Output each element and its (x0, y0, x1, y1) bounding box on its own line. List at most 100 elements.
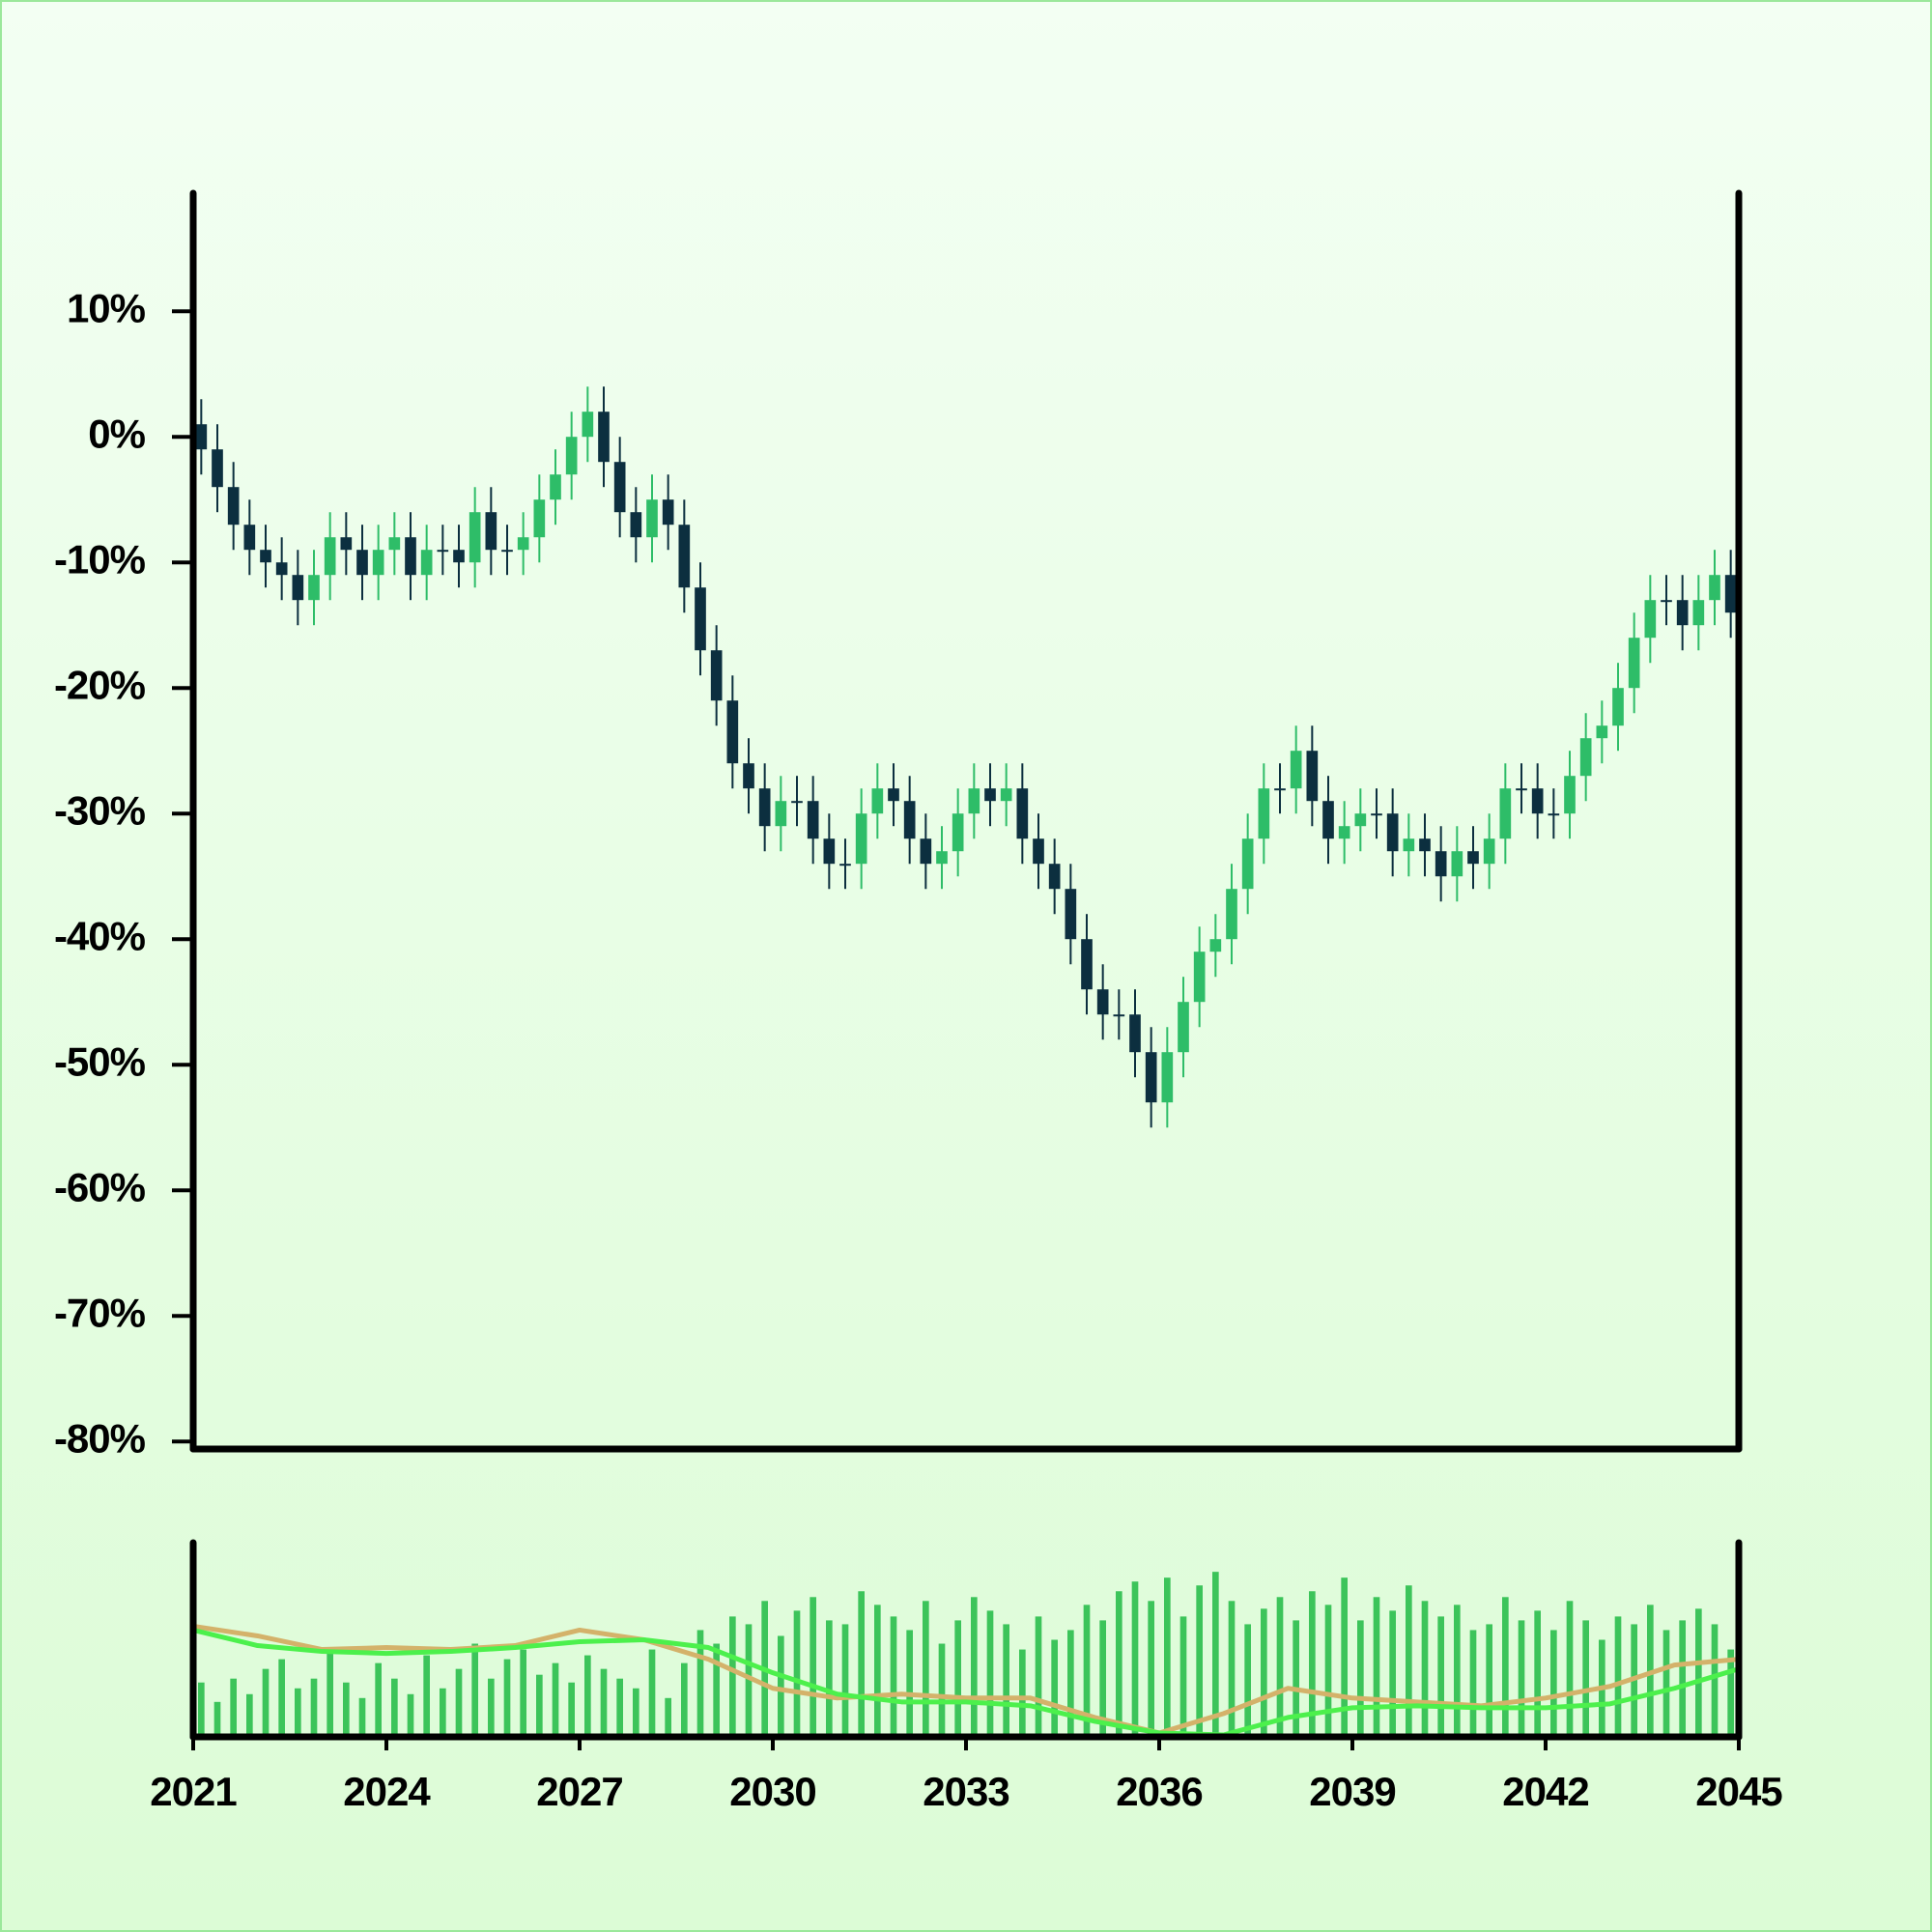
volume-bar (1276, 1597, 1284, 1737)
candle-body (1644, 600, 1657, 639)
candle-body (1661, 600, 1672, 603)
volume-bar (1679, 1620, 1686, 1737)
candle-body (855, 813, 867, 865)
volume-bar (198, 1682, 205, 1737)
x-tick-label: 2036 (1116, 1769, 1202, 1814)
x-tick-label: 2027 (536, 1769, 622, 1814)
volume-bar (1357, 1620, 1364, 1737)
y-tick-label: -20% (54, 662, 146, 707)
volume-bar (503, 1659, 511, 1737)
candle-body (420, 550, 433, 576)
volume-bar (391, 1678, 398, 1737)
candle-body (1209, 939, 1222, 952)
volume-bar (423, 1655, 430, 1737)
volume-bar (793, 1610, 801, 1737)
x-tick-label: 2030 (729, 1769, 815, 1814)
volume-bar (971, 1597, 978, 1737)
candle-body (501, 550, 513, 553)
volume-bar (1566, 1601, 1574, 1737)
candle-body (758, 788, 771, 827)
candle-body (1435, 851, 1447, 877)
volume-bar (1518, 1620, 1525, 1737)
candle-body (1258, 788, 1270, 839)
volume-bar (295, 1688, 301, 1737)
candle-body (227, 487, 240, 526)
candle-body (888, 788, 899, 802)
candle-body (1483, 838, 1495, 865)
volume-bar (407, 1693, 414, 1737)
candle-body (1419, 838, 1431, 852)
volume-bar (1179, 1616, 1187, 1737)
candle-body (920, 838, 932, 865)
volume-bar (327, 1649, 333, 1737)
candle-body (340, 537, 353, 551)
x-tick-label: 2021 (150, 1769, 237, 1814)
volume-bar (213, 1701, 221, 1737)
candle-body (1499, 788, 1512, 839)
candle-body (195, 424, 208, 450)
volume-bar (1502, 1597, 1509, 1737)
y-tick-label: -10% (54, 536, 146, 582)
volume-bar (841, 1624, 849, 1737)
volume-bar (1469, 1630, 1477, 1737)
volume-bar (665, 1697, 671, 1737)
volume-bar (986, 1610, 994, 1737)
volume-bar (713, 1643, 720, 1737)
volume-bar (1035, 1616, 1042, 1737)
x-tick-label: 2045 (1695, 1769, 1782, 1814)
candle-body (1000, 788, 1012, 802)
candle-body (308, 575, 320, 601)
candle-body (469, 512, 481, 563)
candle-body (1274, 788, 1286, 791)
candle-body (839, 864, 851, 867)
candle-body (1467, 851, 1479, 865)
candle-body (1564, 776, 1576, 814)
candle-body (517, 537, 529, 551)
candle-body (662, 499, 674, 526)
candle-body (613, 462, 626, 513)
volume-bar (890, 1616, 897, 1737)
candle-body (405, 537, 416, 576)
candle-body (1596, 725, 1608, 739)
candle-body (1548, 813, 1560, 816)
candle-body (324, 537, 336, 576)
candle-body (1081, 939, 1093, 990)
x-tick-label: 2033 (923, 1769, 1009, 1814)
candle-body (533, 499, 546, 538)
volume-bar (1196, 1585, 1203, 1737)
candle-body (1178, 1002, 1189, 1053)
candle-body (1226, 889, 1237, 940)
volume-bar (600, 1668, 608, 1737)
volume-bar (278, 1659, 285, 1737)
candle-body (1354, 813, 1367, 827)
candle-body (1322, 801, 1334, 839)
candle-body (936, 851, 948, 865)
volume-bar (1614, 1616, 1622, 1737)
candle-body (260, 550, 271, 563)
volume-bar (455, 1668, 463, 1737)
candle-body (1371, 813, 1382, 816)
volume-bar (1261, 1608, 1267, 1737)
volume-bar (1550, 1630, 1557, 1737)
candle-body (1612, 688, 1624, 726)
candle-body (1724, 575, 1737, 613)
volume-bar (1019, 1649, 1026, 1737)
volume-bar (1437, 1616, 1444, 1737)
volume-bar (246, 1693, 253, 1737)
candle-body (212, 449, 223, 488)
volume-bar (584, 1655, 591, 1737)
candle-body (1628, 638, 1640, 689)
volume-bar (1727, 1649, 1734, 1737)
candle-body (630, 512, 642, 538)
candle-body (678, 525, 691, 588)
volume-bar (1051, 1639, 1058, 1737)
volume-bar (1293, 1620, 1299, 1737)
volume-bar (616, 1678, 623, 1737)
candle-body (372, 550, 384, 576)
candle-body (823, 838, 836, 865)
candle-body (1016, 788, 1029, 839)
candle-body (646, 499, 658, 538)
candle-body (1338, 826, 1350, 839)
